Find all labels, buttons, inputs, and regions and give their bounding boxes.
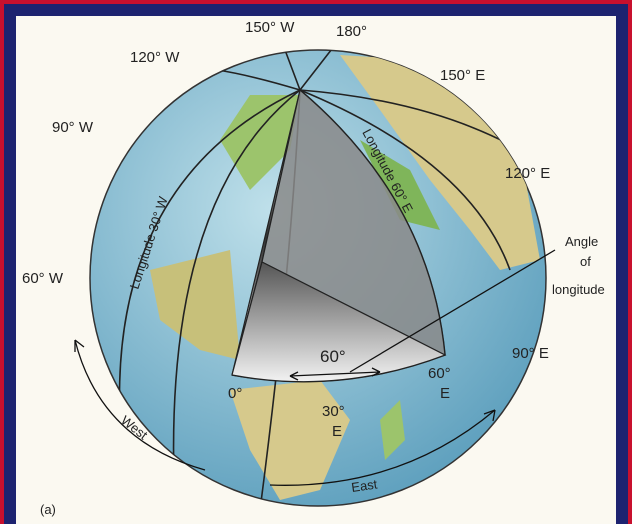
diagram: 150° W 180° 120° W 150° E 90° W 120° E 6…: [0, 0, 632, 524]
globe: [90, 45, 546, 510]
meridian-label: 60° W: [22, 270, 64, 287]
callout-text: Angle: [565, 234, 598, 249]
meridian-label: 150° E: [440, 67, 485, 84]
meridian-label: 120° W: [130, 49, 180, 66]
base-label: 30°: [322, 403, 345, 420]
callout-text: longitude: [552, 282, 605, 297]
meridian-label: 150° W: [245, 19, 295, 36]
meridian-label: 90° W: [52, 119, 94, 136]
angle-value: 60°: [320, 347, 346, 366]
meridian-label: 180°: [336, 23, 367, 40]
base-label: 60°: [428, 365, 451, 382]
panel-label: (a): [40, 502, 56, 517]
meridian-label: 120° E: [505, 165, 550, 182]
meridian-label: 90° E: [512, 345, 549, 362]
callout-text: of: [580, 254, 591, 269]
base-label: E: [440, 385, 450, 402]
base-label: E: [332, 423, 342, 440]
base-label: 0°: [228, 385, 242, 402]
